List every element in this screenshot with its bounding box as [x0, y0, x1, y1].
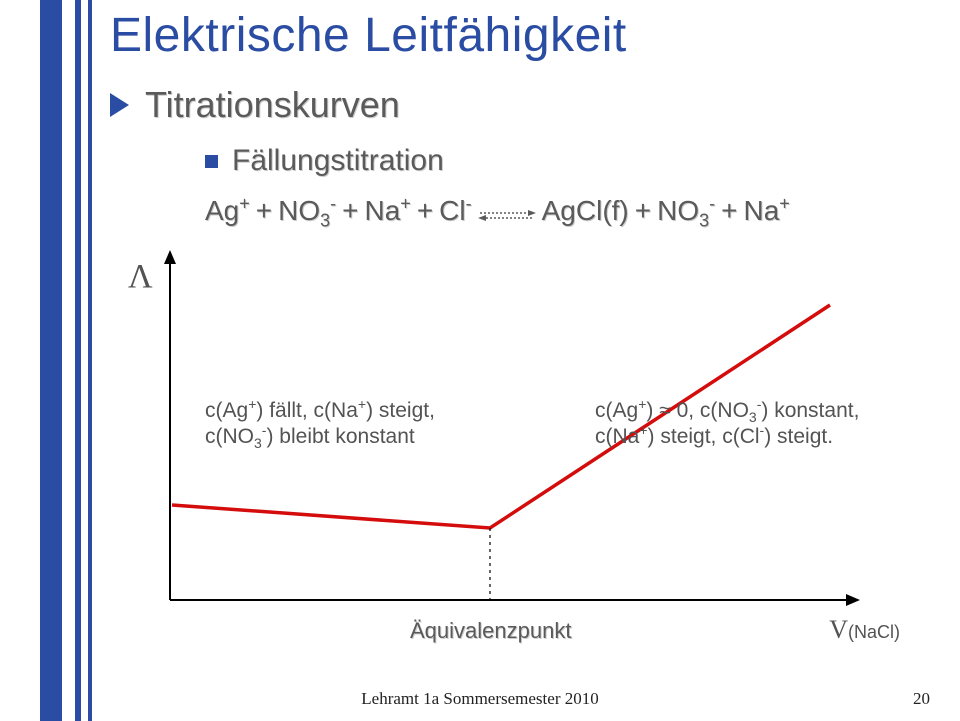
triangle-bullet-icon	[110, 93, 129, 117]
bullet-level-1: Titrationskurven	[110, 84, 400, 126]
bullet-2-label: Fällungstitration	[232, 144, 444, 178]
decor-stripe-3	[88, 0, 92, 721]
decor-stripe-2	[75, 0, 81, 721]
page-title: Elektrische Leitfähigkeit	[110, 8, 627, 63]
reaction-equation: Ag++NO3-+Na++Cl-AgCl(f)+NO3-+Na+	[205, 195, 790, 227]
annotation-right: c(Ag+) ≈ 0, c(NO3-) konstant,c(Na+) stei…	[595, 398, 859, 451]
footer-text: Lehramt 1a Sommersemester 2010	[0, 689, 960, 709]
page-number: 20	[913, 689, 930, 709]
bullet-level-2: Fällungstitration	[205, 144, 444, 178]
equilibrium-arrow-icon	[478, 197, 536, 209]
annotation-left: c(Ag+) fällt, c(Na+) steigt,c(NO3-) blei…	[205, 398, 435, 451]
square-bullet-icon	[205, 155, 218, 168]
equivalence-point-label: Äquivalenzpunkt	[410, 618, 571, 644]
bullet-1-label: Titrationskurven	[145, 84, 400, 126]
y-axis-label: Λ	[128, 258, 153, 296]
x-axis-label: V(NaCl)	[829, 615, 900, 645]
decor-stripe-1	[40, 0, 62, 721]
slide: Elektrische Leitfähigkeit Titrationskurv…	[0, 0, 960, 721]
